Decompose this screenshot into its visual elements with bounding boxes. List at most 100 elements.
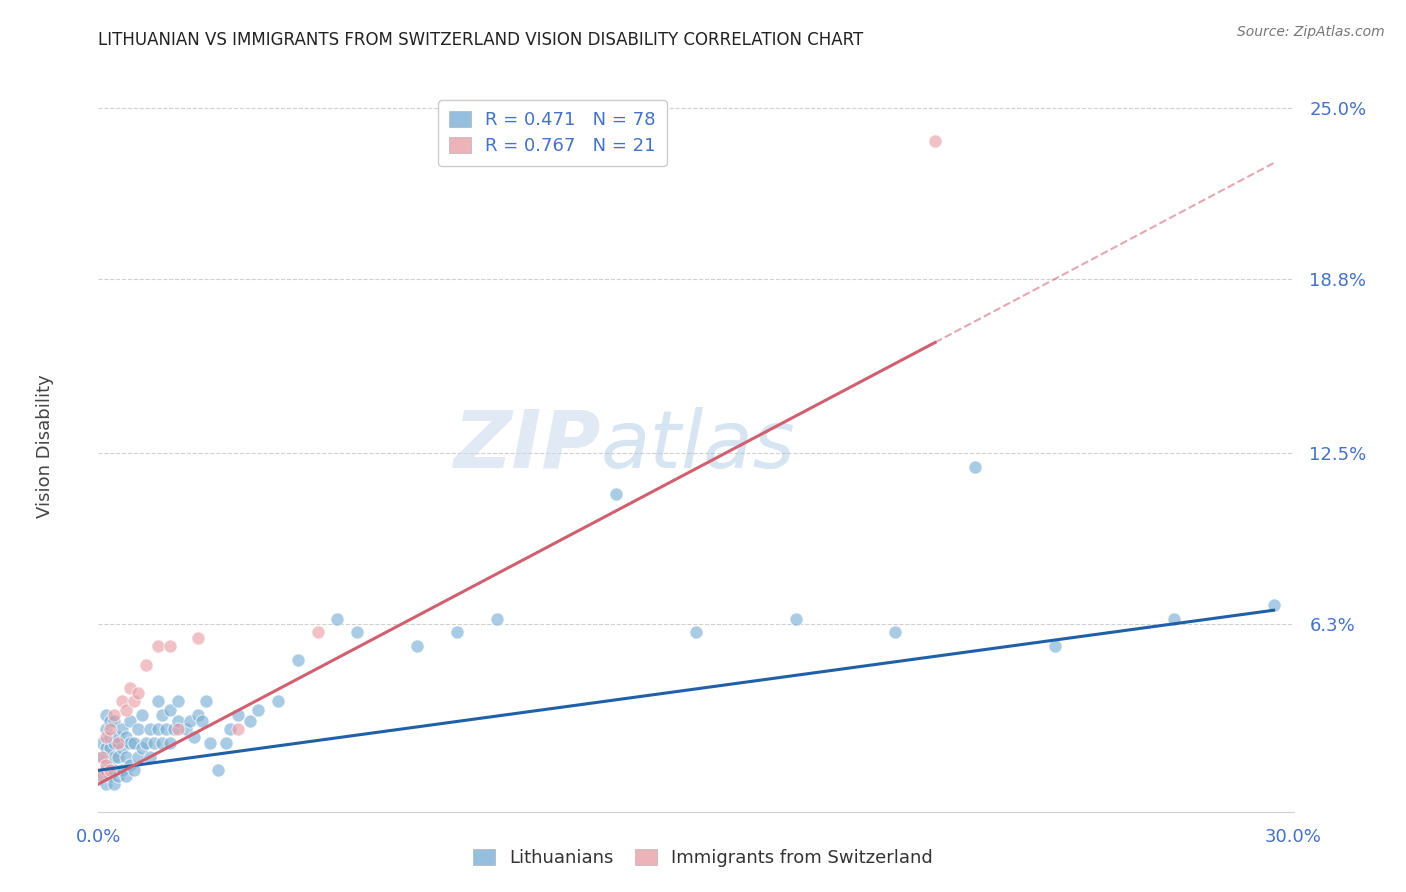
Point — [103, 764, 125, 778]
Point — [124, 736, 146, 750]
Point — [115, 769, 138, 783]
Point — [120, 757, 142, 772]
Point — [98, 757, 122, 772]
Point — [139, 722, 162, 736]
Point — [96, 764, 118, 778]
Point — [127, 722, 149, 736]
Point — [183, 730, 205, 744]
Point — [131, 708, 153, 723]
Point — [120, 736, 142, 750]
Point — [115, 749, 138, 764]
Point — [155, 722, 177, 736]
Point — [120, 681, 142, 695]
Point — [91, 749, 114, 764]
Point — [135, 658, 157, 673]
Point — [1043, 639, 1066, 653]
Point — [127, 686, 149, 700]
Point — [346, 625, 368, 640]
Point — [91, 769, 114, 783]
Point — [127, 749, 149, 764]
Point — [107, 730, 129, 744]
Legend: R = 0.471   N = 78, R = 0.767   N = 21: R = 0.471 N = 78, R = 0.767 N = 21 — [439, 100, 666, 166]
Point — [159, 736, 181, 750]
Point — [98, 764, 122, 778]
Point — [111, 694, 134, 708]
Point — [115, 730, 138, 744]
Point — [96, 777, 118, 791]
Point — [111, 764, 134, 778]
Point — [135, 736, 157, 750]
Point — [226, 722, 249, 736]
Point — [785, 611, 807, 625]
Point — [148, 722, 170, 736]
Point — [1263, 598, 1285, 612]
Point — [107, 736, 129, 750]
Point — [96, 730, 118, 744]
Point — [96, 741, 118, 756]
Point — [98, 730, 122, 744]
Point — [1163, 611, 1185, 625]
Text: Source: ZipAtlas.com: Source: ZipAtlas.com — [1237, 25, 1385, 39]
Point — [124, 694, 146, 708]
Point — [191, 714, 214, 728]
Point — [91, 749, 114, 764]
Point — [98, 722, 122, 736]
Point — [187, 708, 209, 723]
Point — [139, 749, 162, 764]
Point — [96, 757, 118, 772]
Point — [103, 749, 125, 764]
Point — [446, 625, 468, 640]
Point — [167, 694, 190, 708]
Point — [167, 714, 190, 728]
Point — [163, 722, 186, 736]
Point — [246, 703, 269, 717]
Text: ZIP: ZIP — [453, 407, 600, 485]
Point — [103, 714, 125, 728]
Point — [485, 611, 508, 625]
Point — [167, 722, 190, 736]
Point — [111, 722, 134, 736]
Point — [96, 708, 118, 723]
Point — [924, 134, 946, 148]
Point — [207, 764, 229, 778]
Text: Vision Disability: Vision Disability — [35, 374, 53, 518]
Point — [98, 741, 122, 756]
Point — [131, 741, 153, 756]
Point — [124, 764, 146, 778]
Point — [685, 625, 707, 640]
Point — [107, 749, 129, 764]
Point — [98, 769, 122, 783]
Point — [307, 625, 329, 640]
Point — [150, 736, 173, 750]
Point — [148, 639, 170, 653]
Point — [120, 714, 142, 728]
Point — [98, 714, 122, 728]
Text: atlas: atlas — [600, 407, 796, 485]
Point — [179, 714, 201, 728]
Point — [215, 736, 238, 750]
Point — [326, 611, 349, 625]
Point — [605, 487, 627, 501]
Point — [148, 694, 170, 708]
Point — [103, 708, 125, 723]
Point — [143, 736, 166, 750]
Point — [91, 736, 114, 750]
Point — [195, 694, 218, 708]
Point — [150, 708, 173, 723]
Point — [219, 722, 242, 736]
Point — [96, 722, 118, 736]
Point — [287, 653, 309, 667]
Point — [267, 694, 290, 708]
Point — [963, 459, 986, 474]
Legend: Lithuanians, Immigrants from Switzerland: Lithuanians, Immigrants from Switzerland — [465, 841, 941, 874]
Point — [115, 703, 138, 717]
Text: LITHUANIAN VS IMMIGRANTS FROM SWITZERLAND VISION DISABILITY CORRELATION CHART: LITHUANIAN VS IMMIGRANTS FROM SWITZERLAN… — [98, 31, 863, 49]
Point — [198, 736, 221, 750]
Point — [239, 714, 262, 728]
Point — [103, 736, 125, 750]
Point — [111, 741, 134, 756]
Point — [107, 769, 129, 783]
Point — [226, 708, 249, 723]
Point — [174, 722, 197, 736]
Point — [159, 703, 181, 717]
